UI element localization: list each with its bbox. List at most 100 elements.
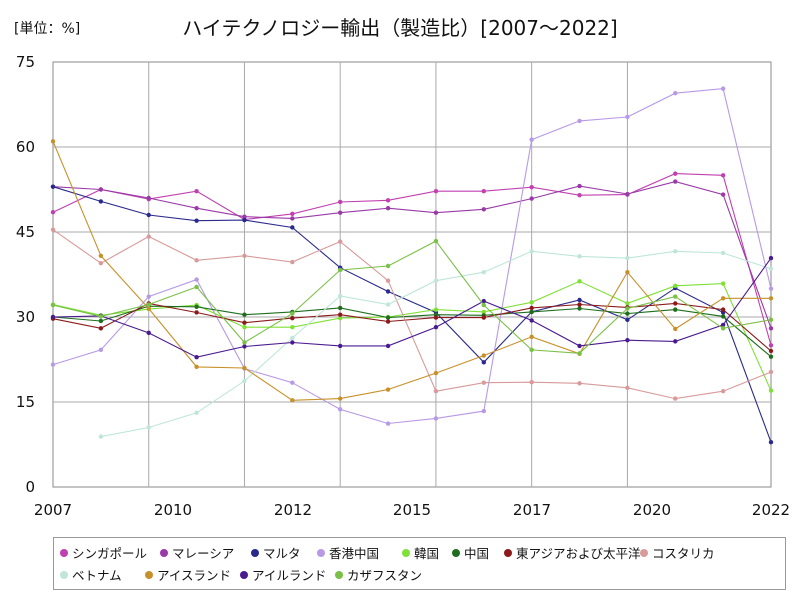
data-point <box>385 278 391 283</box>
data-point <box>50 314 56 320</box>
data-point <box>529 196 534 201</box>
legend-label: カザフスタン <box>347 568 423 583</box>
data-point <box>290 335 295 341</box>
series-2 <box>50 184 774 445</box>
data-point <box>50 139 56 144</box>
data-point <box>529 249 534 254</box>
legend-marker <box>145 570 153 579</box>
data-point <box>338 396 343 401</box>
data-point <box>338 312 343 317</box>
data-point <box>529 185 534 190</box>
data-point <box>720 307 726 312</box>
series-line <box>52 186 772 443</box>
data-point <box>481 298 486 304</box>
x-tick-label: 2020 <box>633 501 671 519</box>
data-point <box>673 179 678 184</box>
data-point <box>433 210 439 215</box>
data-point <box>385 319 391 324</box>
series-line <box>52 257 772 358</box>
data-point <box>290 211 295 217</box>
data-point <box>529 300 534 305</box>
legend-label: マレーシア <box>172 546 235 561</box>
legend-label: マルタ <box>263 546 301 561</box>
data-point <box>720 250 726 256</box>
data-point <box>768 440 774 445</box>
data-point <box>338 407 343 412</box>
data-point <box>433 315 439 320</box>
data-point <box>577 297 582 303</box>
unit-label: [単位：%] <box>14 21 81 37</box>
data-point <box>194 258 199 263</box>
data-point <box>385 302 391 307</box>
data-point <box>673 90 678 96</box>
data-point <box>481 353 486 358</box>
data-point <box>146 302 151 307</box>
data-point <box>577 381 582 386</box>
series-group <box>50 86 774 445</box>
data-point <box>673 171 678 176</box>
data-point <box>98 314 104 319</box>
data-point <box>338 315 343 321</box>
legend-marker <box>335 570 343 579</box>
data-point <box>481 380 486 385</box>
legend-item: アイルランド <box>240 565 326 584</box>
legend-label: シンガポール <box>72 546 148 561</box>
data-point <box>768 266 774 272</box>
data-point <box>290 325 295 330</box>
series-line <box>52 141 771 401</box>
data-point <box>768 317 774 323</box>
data-point <box>146 330 151 336</box>
data-point <box>720 326 726 331</box>
data-point <box>481 309 486 315</box>
data-point <box>529 305 534 311</box>
legend-marker <box>452 548 460 557</box>
data-point <box>577 302 582 307</box>
data-point <box>720 86 726 91</box>
series-1 <box>50 179 774 331</box>
data-point <box>194 364 199 370</box>
series-line <box>52 173 772 346</box>
data-point <box>529 379 534 385</box>
data-point <box>242 214 247 219</box>
data-point <box>768 296 774 301</box>
legend-marker <box>160 548 168 557</box>
data-point <box>720 173 726 178</box>
data-point <box>577 118 582 124</box>
data-point <box>146 294 151 299</box>
data-point <box>194 189 199 194</box>
data-point <box>577 192 582 198</box>
data-point <box>146 425 151 430</box>
legend-marker <box>317 548 325 557</box>
data-point <box>577 254 582 259</box>
data-point <box>625 385 630 391</box>
data-point <box>433 189 439 194</box>
data-point <box>290 380 295 385</box>
data-point <box>577 306 582 311</box>
data-point <box>290 340 295 345</box>
data-point <box>768 369 774 375</box>
legend-item: マルタ <box>251 543 301 562</box>
y-tick-label: 60 <box>16 138 35 156</box>
data-point <box>720 389 726 394</box>
plot-area <box>52 61 772 488</box>
data-point <box>433 325 439 330</box>
data-point <box>385 315 391 320</box>
data-point <box>50 362 56 367</box>
data-point <box>433 238 439 244</box>
data-point <box>98 253 104 258</box>
data-point <box>290 311 295 316</box>
data-point <box>146 306 151 311</box>
y-tick-label: 45 <box>16 223 35 241</box>
legend-item: マレーシア <box>160 543 234 562</box>
data-point <box>290 216 295 221</box>
data-point <box>242 253 247 258</box>
series-line <box>52 305 772 358</box>
data-point <box>481 189 486 194</box>
data-point <box>146 195 151 201</box>
data-point <box>50 227 56 232</box>
data-point <box>290 315 295 321</box>
data-point <box>242 312 247 317</box>
data-point <box>481 207 486 212</box>
legend-marker <box>60 548 68 557</box>
